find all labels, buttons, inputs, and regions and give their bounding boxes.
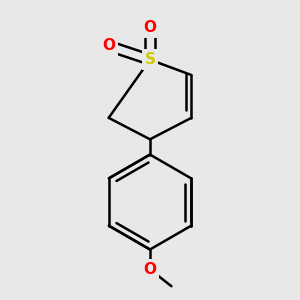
Text: O: O xyxy=(102,38,115,53)
Text: O: O xyxy=(143,20,157,35)
Text: O: O xyxy=(143,262,157,277)
Text: S: S xyxy=(145,52,155,67)
